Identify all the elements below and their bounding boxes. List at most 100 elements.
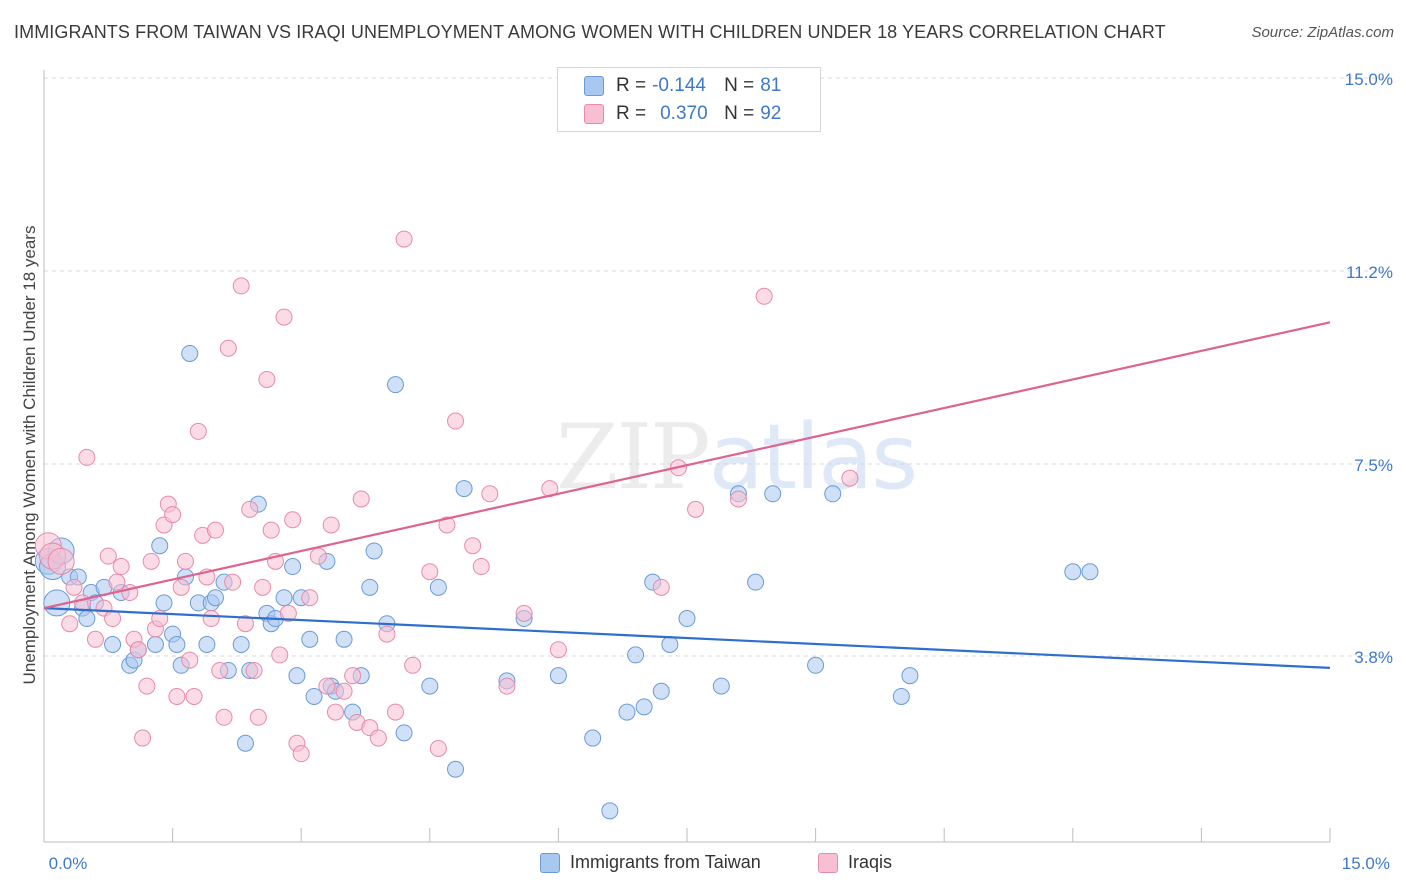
point-iraqis [108,573,126,591]
point-iraqis [472,558,490,576]
point-iraqis [301,589,319,607]
point-taiwan [584,729,602,747]
legend-swatch-taiwan [584,76,604,96]
legend-item-taiwan[interactable]: Immigrants from Taiwan [540,852,761,873]
point-iraqis [142,552,160,570]
point-iraqis [378,625,396,643]
point-iraqis [447,412,465,430]
point-iraqis [219,339,237,357]
point-iraqis [104,610,122,628]
series-legend: Immigrants from Taiwan Iraqis [0,852,1406,878]
point-taiwan [335,630,353,648]
point-taiwan [395,724,413,742]
y-tick-label: 11.2% [1346,263,1393,282]
point-iraqis [309,547,327,565]
point-iraqis [258,370,276,388]
chart-title: IMMIGRANTS FROM TAIWAN VS IRAQI UNEMPLOY… [14,22,1166,42]
point-iraqis [138,677,156,695]
point-iraqis [687,500,705,518]
point-iraqis [515,604,533,622]
point-iraqis [387,703,405,721]
point-taiwan [301,630,319,648]
point-iraqis [185,687,203,705]
y-tick-label: 7.5% [1354,456,1393,475]
point-iraqis [168,687,186,705]
point-iraqis [232,277,250,295]
point-iraqis [352,490,370,508]
tick-labels: 3.8% 7.5% 11.2% 15.0% 0.0% 15.0% [49,70,1393,873]
point-iraqis [326,703,344,721]
point-iraqis [284,511,302,529]
point-taiwan [747,573,765,591]
point-iraqis [481,485,499,503]
point-taiwan [901,667,919,685]
legend-item-iraqis[interactable]: Iraqis [818,852,892,873]
point-iraqis [344,667,362,685]
n-value: 92 [760,103,782,124]
point-iraqis [215,708,233,726]
point-taiwan [712,677,730,695]
point-iraqis [112,558,130,576]
point-iraqis [241,500,259,518]
point-taiwan [618,703,636,721]
point-taiwan [429,578,447,596]
stats-legend-row-iraqis: R = 0.370 N = 92 [584,102,781,126]
point-taiwan [181,344,199,362]
n-label: N = [724,75,755,96]
y-tick-label: 15.0% [1345,70,1393,89]
legend-label-iraqis: Iraqis [848,852,893,872]
point-iraqis [99,547,117,565]
legend-swatch-taiwan [540,852,560,873]
point-iraqis [189,422,207,440]
point-iraqis [245,661,263,679]
point-taiwan [104,636,122,654]
point-iraqis [729,490,747,508]
point-iraqis [65,578,83,596]
r-label: R = [616,103,647,124]
trend-line-iraqis [43,321,1331,610]
point-iraqis [429,739,447,757]
point-iraqis [172,578,190,596]
point-iraqis [549,641,567,659]
point-iraqis [318,677,336,695]
point-iraqis [254,578,272,596]
point-taiwan [627,646,645,664]
r-value: -0.144 [652,75,706,96]
point-taiwan [288,667,306,685]
point-iraqis [755,287,773,305]
point-taiwan [1064,563,1082,581]
trend-line-taiwan [43,607,1331,669]
source-label: Source: ZipAtlas.com [1251,24,1394,41]
point-iraqis [271,646,289,664]
point-iraqis [176,552,194,570]
point-taiwan [146,636,164,654]
point-iraqis [206,521,224,539]
point-iraqis [279,604,297,622]
point-iraqis [464,537,482,555]
point-iraqis [211,661,229,679]
point-iraqis [369,729,387,747]
point-taiwan [824,485,842,503]
point-taiwan [549,667,567,685]
x-tick-label: 15.0% [1342,854,1390,873]
y-tick-label: 3.8% [1354,648,1393,667]
point-taiwan [78,610,96,628]
point-taiwan [652,682,670,700]
point-taiwan [361,578,379,596]
point-iraqis [421,563,439,581]
stats-legend: R = -0.144 N = 81 R = 0.370 N = 92 [557,67,821,132]
point-iraqis [841,469,859,487]
point-iraqis [438,516,456,534]
legend-swatch-iraqis [818,852,838,873]
point-taiwan [807,656,825,674]
point-iraqis [47,547,75,575]
stats-legend-row-taiwan: R = -0.144 N = 81 [584,74,781,98]
point-taiwan [198,636,216,654]
point-iraqis [134,729,152,747]
point-taiwan [151,537,169,555]
trend-lines [43,321,1331,669]
point-taiwan [168,636,186,654]
point-taiwan [387,376,405,394]
n-value: 81 [760,75,782,96]
